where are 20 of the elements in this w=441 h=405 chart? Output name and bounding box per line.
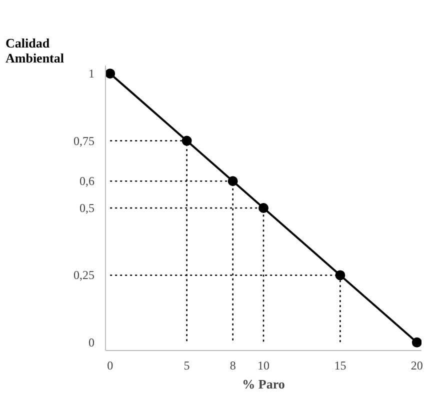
point <box>228 176 238 186</box>
point <box>182 136 192 146</box>
point <box>412 337 422 348</box>
y-tick-label: 0,75 <box>74 134 94 148</box>
x-tick-label: 10 <box>258 358 270 372</box>
y-tick-label: 0,6 <box>80 174 94 188</box>
y-tick-label: 0,5 <box>80 201 94 215</box>
x-tick-label: 8 <box>230 358 236 372</box>
x-tick-label: 0 <box>107 358 114 372</box>
y-tick-label: 1 <box>88 66 94 81</box>
point <box>258 203 268 213</box>
y-tick-label: 0,25 <box>74 268 94 282</box>
x-tick-label: 20 <box>410 358 423 372</box>
point <box>106 68 116 79</box>
x-tick-label: 5 <box>184 358 190 372</box>
x-axis-title: % Paro <box>242 376 285 392</box>
y-tick-label: 0 <box>88 335 94 350</box>
x-tick-label: 15 <box>334 358 346 372</box>
point <box>335 270 346 280</box>
y-axis-title: Calidad Ambiental <box>6 36 64 66</box>
